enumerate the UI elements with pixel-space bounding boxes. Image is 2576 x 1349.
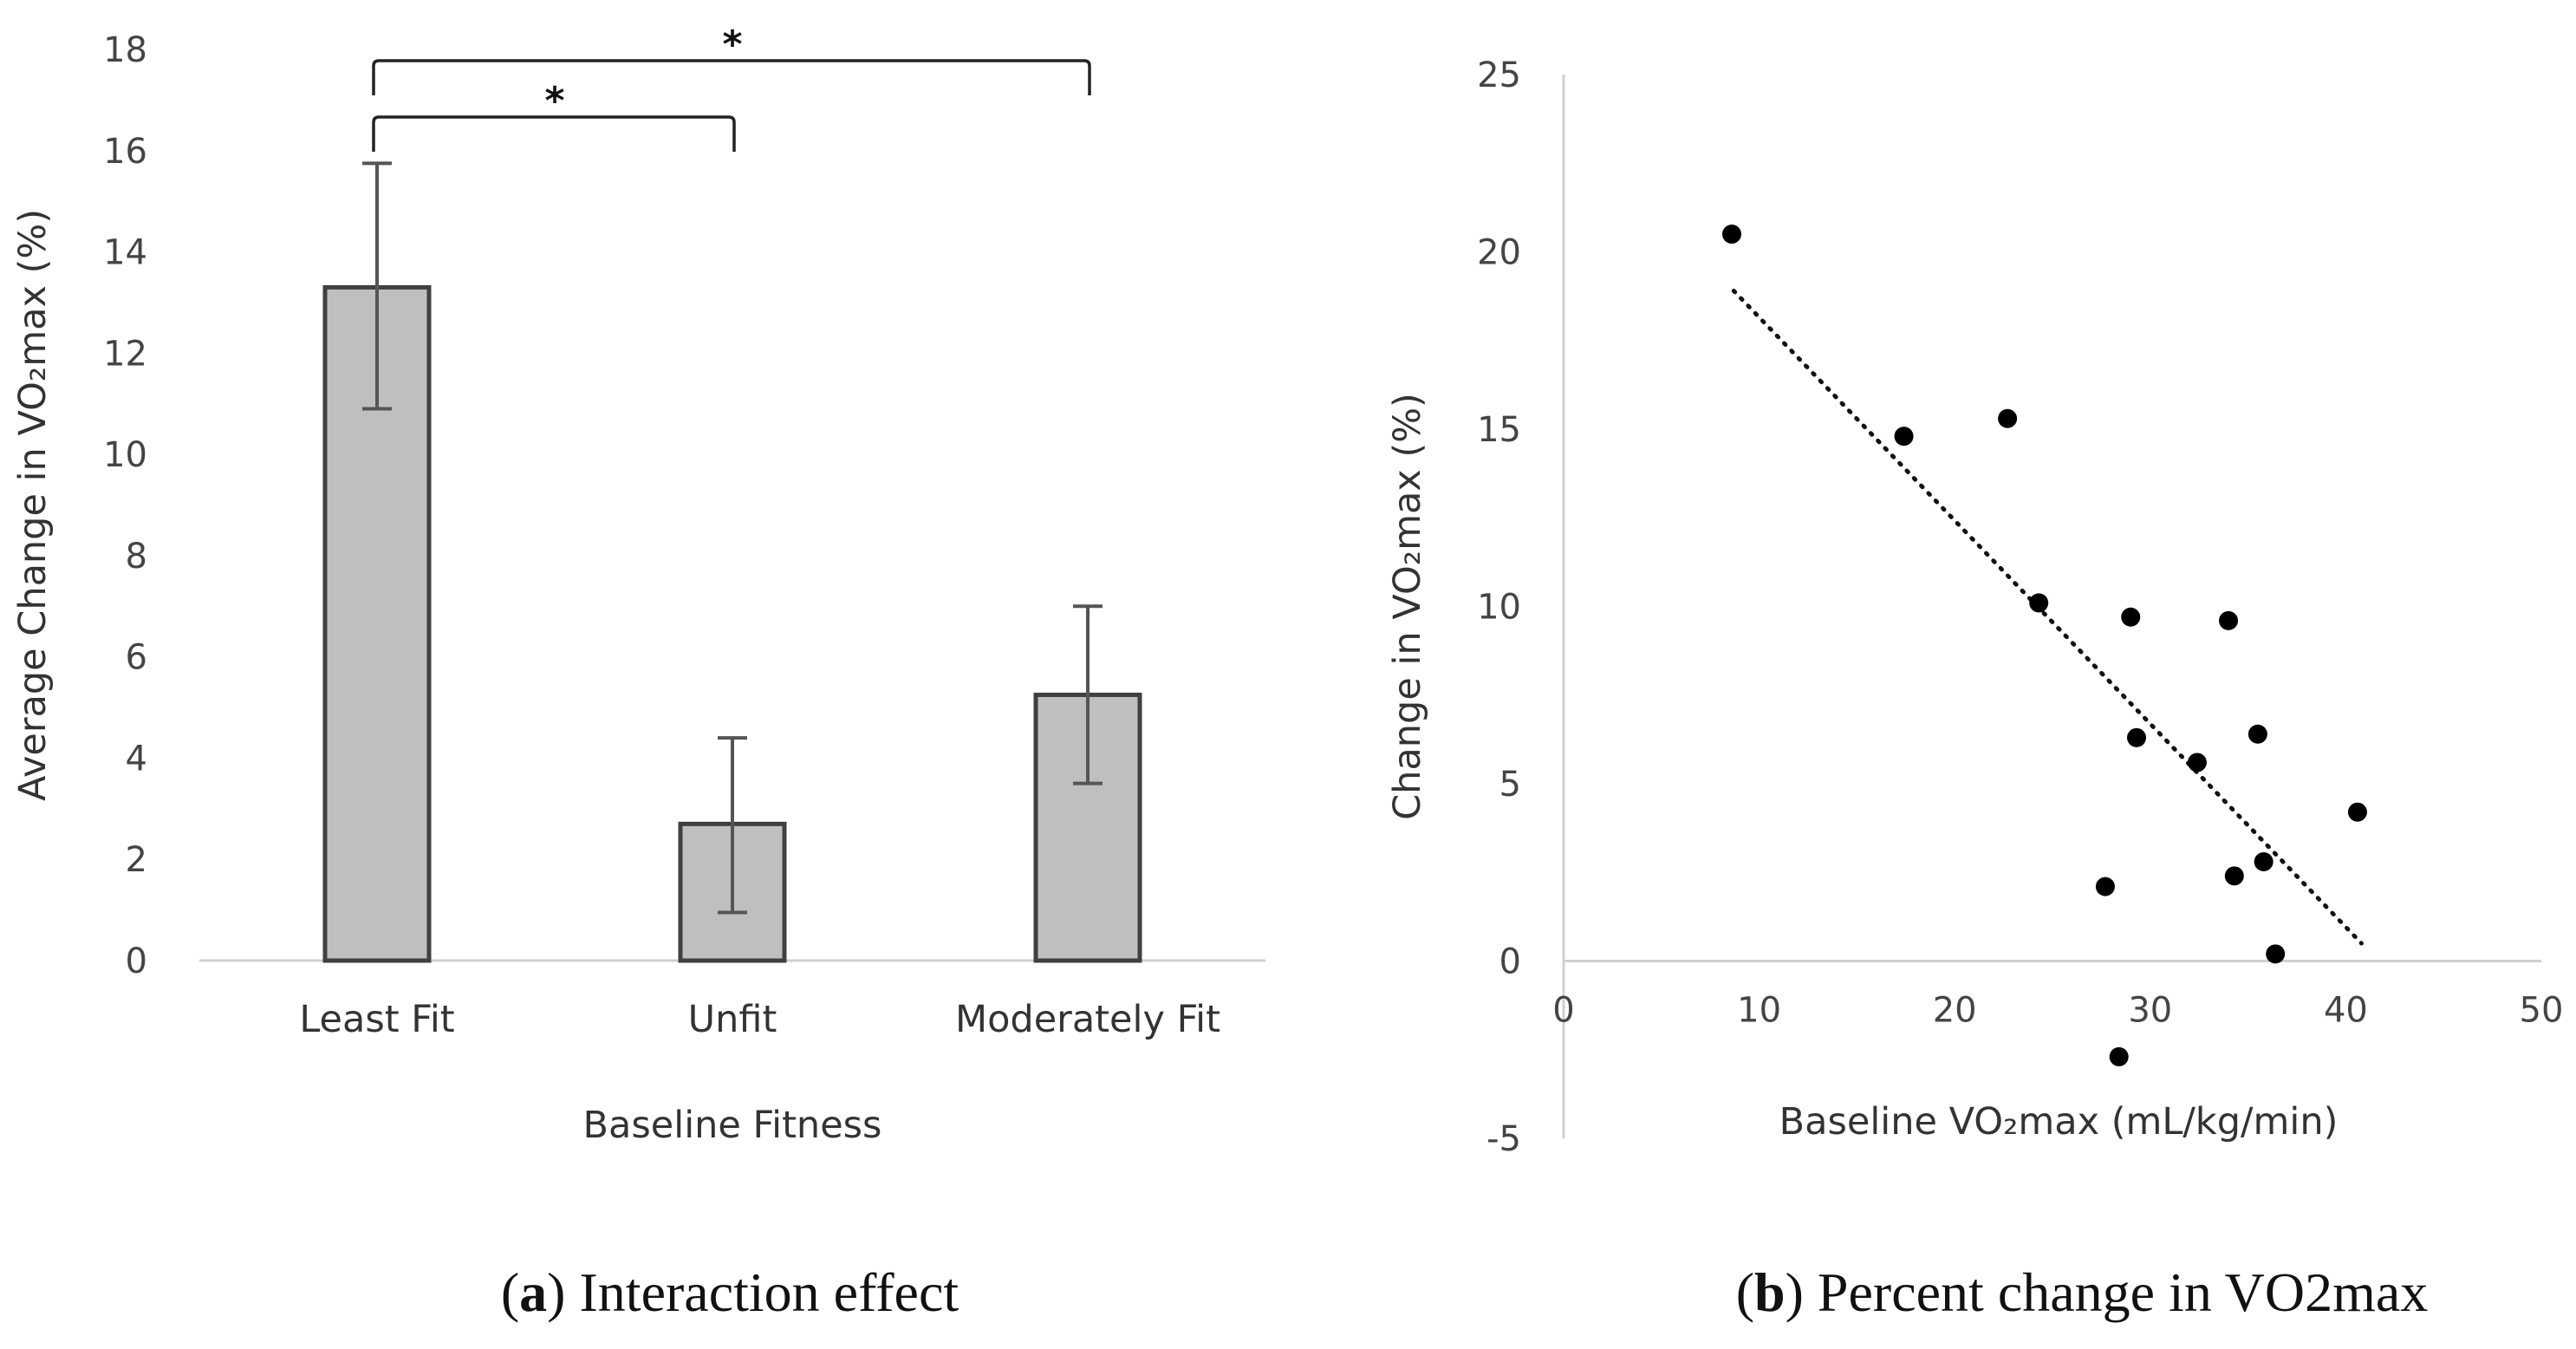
scatter-point	[2224, 866, 2244, 886]
bar-chart-y-tick-label: 18	[103, 30, 147, 70]
scatter-y-tick-label: 10	[1477, 588, 1521, 628]
bar-chart-caption-text: Interaction effect	[579, 1261, 959, 1323]
bar-chart-significance-brackets: **	[372, 23, 1091, 152]
bar-chart-y-tick-label: 4	[126, 739, 147, 779]
scatter-x-tick-label: 30	[2128, 991, 2172, 1031]
scatter-point	[2121, 607, 2141, 627]
bar-chart-category-label: Least Fit	[299, 998, 454, 1041]
scatter-y-tick-label: -5	[1486, 1119, 1521, 1159]
scatter-point	[2127, 727, 2147, 747]
scatter-point	[2347, 802, 2367, 822]
bar-chart-y-ticks: 0 2 4 6 8 10 12 14 16 18	[103, 30, 147, 981]
bar-chart-y-tick-label: 2	[126, 840, 147, 880]
scatter-chart-panel: -5 0 5 10 15 20 25 0 10 20 30 40 50 Baseline VO₂max…	[1386, 55, 2563, 1323]
scatter-chart-caption-letter: b	[1754, 1261, 1786, 1323]
scatter-point	[2219, 610, 2239, 630]
scatter-point	[1894, 427, 1914, 446]
bar-chart-x-axis-title: Baseline Fitness	[583, 1104, 882, 1147]
scatter-y-tick-label: 20	[1477, 233, 1521, 273]
scatter-y-tick-label: 5	[1499, 765, 1521, 805]
scatter-y-tick-label: 0	[1499, 942, 1521, 982]
bar-chart-caption: (a) Interaction effect	[501, 1261, 959, 1323]
scatter-point	[2247, 724, 2267, 744]
bar-chart-category-label: Unfit	[688, 998, 777, 1041]
scatter-chart-caption-text: Percent change in VO2max	[1818, 1261, 2428, 1323]
significance-bracket	[372, 59, 1091, 95]
scatter-x-tick-label: 10	[1737, 991, 1781, 1031]
bar-chart-y-tick-label: 10	[103, 435, 147, 475]
bar-chart-panel: 0 2 4 6 8 10 12 14 16 18 Least Fit Unfit Moderately…	[11, 23, 1265, 1323]
scatter-x-tick-label: 40	[2324, 991, 2368, 1031]
scatter-x-axis-title: Baseline VO₂max (mL/kg/min)	[1779, 1100, 2339, 1144]
bar-chart-y-tick-label: 12	[103, 334, 147, 374]
bar-chart-y-tick-label: 8	[126, 537, 147, 577]
scatter-x-ticks: 0 10 20 30 40 50	[1552, 991, 2563, 1031]
scatter-point	[1722, 225, 1742, 244]
scatter-point	[2095, 877, 2115, 896]
scatter-points	[1722, 225, 2367, 1066]
bar-chart-error-bars	[362, 161, 1103, 915]
bar-chart-y-tick-label: 6	[126, 638, 147, 678]
significance-label: *	[722, 23, 742, 67]
significance-bracket	[372, 115, 736, 152]
scatter-y-tick-label: 15	[1477, 410, 1521, 450]
significance-label: *	[544, 79, 564, 123]
scatter-x-tick-label: 20	[1933, 991, 1977, 1031]
scatter-x-tick-label: 50	[2520, 991, 2564, 1031]
bar-chart-caption-letter: a	[519, 1261, 547, 1323]
scatter-point	[2029, 593, 2049, 613]
scatter-y-axis-title: Change in VO₂max (%)	[1386, 393, 1429, 820]
bar-chart-y-tick-label: 14	[103, 233, 147, 273]
scatter-x-tick-label: 0	[1552, 991, 1574, 1031]
bar-chart-y-tick-label: 16	[103, 132, 147, 172]
scatter-point	[1998, 408, 2018, 428]
bar-chart-y-tick-label: 0	[126, 942, 147, 981]
bar-chart-y-axis-title: Average Change in VO₂max (%)	[11, 209, 55, 801]
scatter-trendline	[1731, 288, 2364, 946]
scatter-point	[2266, 944, 2286, 964]
scatter-point	[2187, 753, 2207, 772]
scatter-point	[2109, 1046, 2129, 1066]
scatter-y-ticks: -5 0 5 10 15 20 25	[1477, 55, 1521, 1159]
scatter-chart-caption: (b) Percent change in VO2max	[1736, 1261, 2429, 1323]
bar-chart-category-labels: Least Fit Unfit Moderately Fit	[299, 998, 1220, 1041]
bar-chart-category-label: Moderately Fit	[955, 998, 1220, 1041]
scatter-point	[2254, 851, 2274, 871]
scatter-y-tick-label: 25	[1477, 55, 1521, 95]
